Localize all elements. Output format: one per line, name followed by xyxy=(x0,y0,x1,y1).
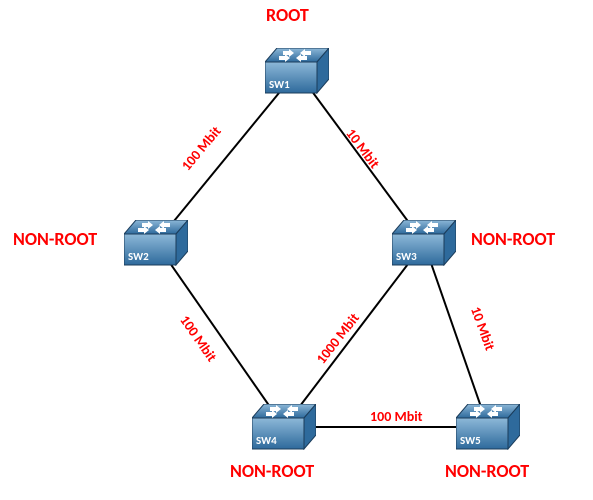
edge-SW1-SW2 xyxy=(156,71,297,243)
role-label-sw1: ROOT xyxy=(266,4,309,26)
role-label-sw2: NON-ROOT xyxy=(13,228,97,250)
network-diagram: SW1 ROOT SW2 NON-ROOT SW3 NON-ROOT SW4 NON-ROOT… xyxy=(0,0,593,500)
role-label-sw3: NON-ROOT xyxy=(471,228,555,250)
switch-name-label: SW2 xyxy=(128,250,149,263)
switch-name-label: SW3 xyxy=(396,250,417,263)
role-label-sw4: NON-ROOT xyxy=(230,460,314,482)
switch-name-label: SW4 xyxy=(256,434,277,447)
switch-name-label: SW1 xyxy=(269,78,290,91)
role-label-sw5: NON-ROOT xyxy=(445,460,529,482)
edge-label-SW4-SW5: 100 Mbit xyxy=(370,408,423,425)
switch-name-label: SW5 xyxy=(460,434,481,447)
edge-SW2-SW4 xyxy=(156,243,284,427)
edge-SW3-SW4 xyxy=(284,243,424,427)
